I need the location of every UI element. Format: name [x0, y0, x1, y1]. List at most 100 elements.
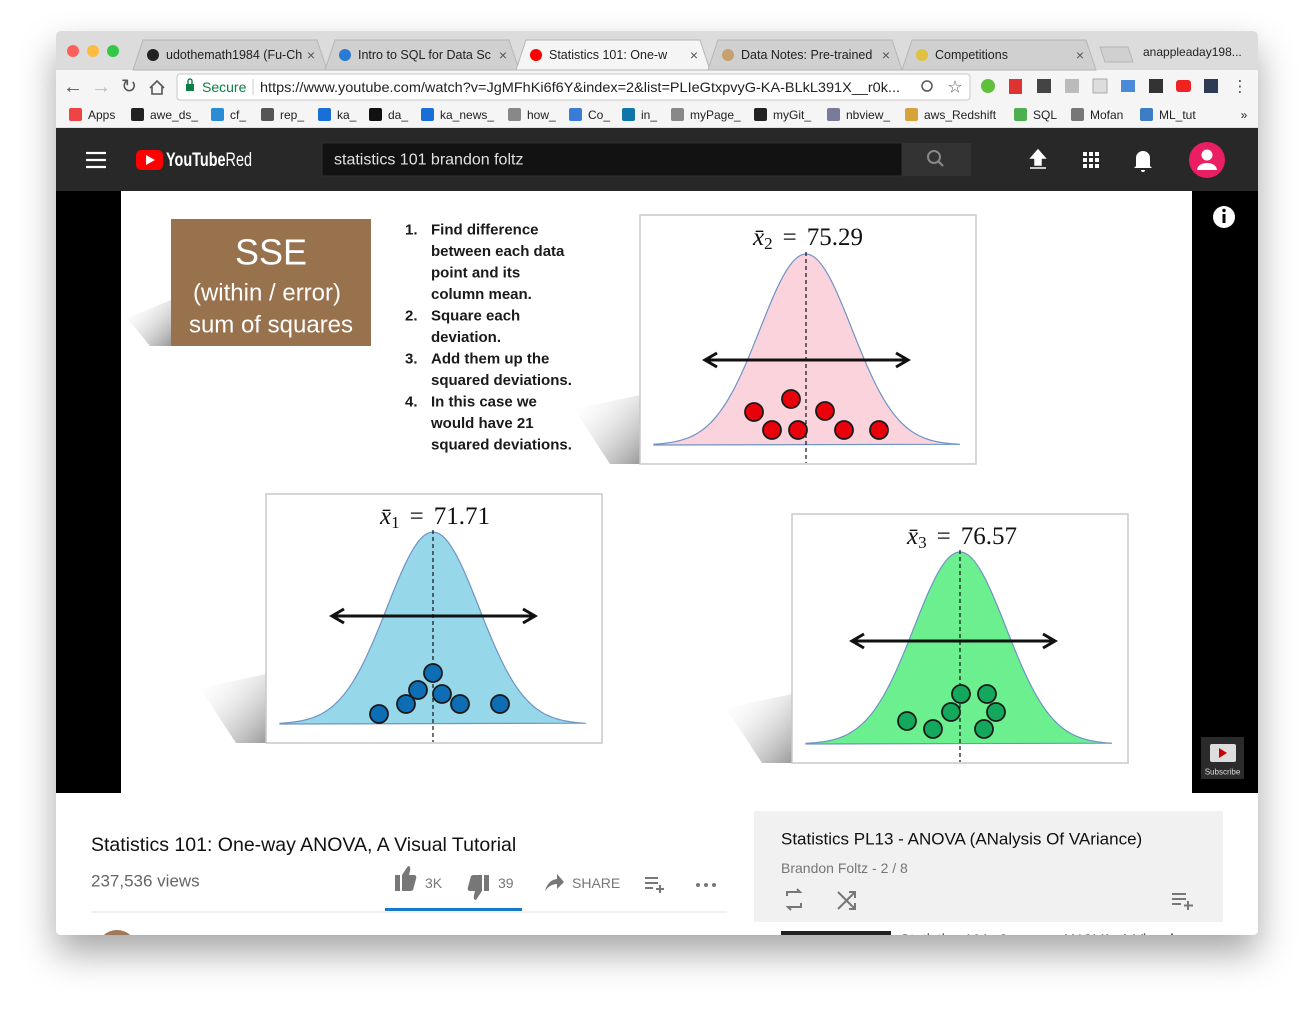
extension-icon[interactable]: [1037, 79, 1051, 93]
tab-close[interactable]: ×: [690, 47, 698, 63]
tab[interactable]: [901, 39, 1097, 71]
logo-suffix: Red: [226, 150, 252, 171]
subscript: 3: [918, 533, 927, 552]
extension-icon[interactable]: [981, 79, 995, 93]
dislike-button[interactable]: [467, 875, 489, 900]
notifications-button[interactable]: [1134, 151, 1152, 172]
bookmark-icon: [261, 108, 274, 121]
bookmark[interactable]: da_: [388, 108, 408, 122]
info-glyph: [1222, 208, 1226, 213]
like-button[interactable]: [395, 866, 417, 891]
data-point: [869, 420, 889, 440]
playlist-title[interactable]: Statistics PL13 - ANOVA (ANalysis Of VAr…: [781, 830, 1142, 849]
shuffle-button[interactable]: [837, 891, 856, 910]
youtube-logo[interactable]: YouTubeRed: [166, 150, 252, 171]
symbol: x̄: [379, 503, 391, 530]
extension-icon[interactable]: [1092, 78, 1108, 94]
sentiment-bar: [385, 908, 522, 911]
tab-close[interactable]: ×: [499, 47, 507, 63]
zoom-icon[interactable]: [921, 80, 933, 92]
data-point: [781, 389, 801, 409]
bookmark[interactable]: SQL: [1033, 108, 1057, 122]
equals: =: [410, 503, 424, 530]
bookmark-icon: [69, 108, 82, 121]
bookmark[interactable]: cf_: [230, 108, 246, 122]
save-playlist-button[interactable]: [1172, 893, 1193, 910]
video-title: Statistics 101: One-way ANOVA, A Visual …: [91, 834, 516, 856]
bookmark[interactable]: myGit_: [773, 108, 811, 122]
bookmark[interactable]: Apps: [88, 108, 115, 122]
data-point: [974, 719, 994, 739]
extension-icon[interactable]: [1121, 80, 1135, 92]
close-button[interactable]: [67, 45, 79, 57]
bookmark[interactable]: how_: [527, 108, 556, 122]
add-to-playlist-button[interactable]: [645, 877, 664, 893]
search-box[interactable]: [321, 142, 903, 177]
bookmark-icon: [671, 108, 684, 121]
bookmark[interactable]: awe_ds_: [150, 108, 198, 122]
minimize-button[interactable]: [87, 45, 99, 57]
bookmark[interactable]: rep_: [280, 108, 304, 122]
distributions: x̄2 = 75.29x̄1 = 71.71x̄3 = 76.57: [200, 214, 1129, 764]
sse-line: (within / error): [193, 280, 341, 307]
profile-name[interactable]: anappleaday198...: [1143, 45, 1242, 59]
bookmark-icon: [131, 108, 144, 121]
bookmark[interactable]: aws_Redshift: [924, 108, 997, 122]
menu-button[interactable]: ⋮: [1232, 79, 1248, 96]
loop-button[interactable]: [785, 888, 803, 911]
extension-icon[interactable]: [1009, 79, 1022, 94]
zoom-button[interactable]: [107, 45, 119, 57]
tab-favicon: [339, 49, 351, 61]
distribution-panel: x̄3 = 76.57: [726, 513, 1129, 764]
shadow: [127, 300, 171, 346]
tab-close[interactable]: ×: [307, 47, 315, 63]
extension-icon[interactable]: [1176, 80, 1191, 92]
more-button[interactable]: [696, 883, 716, 887]
guide-button[interactable]: [86, 151, 106, 169]
extension-icon[interactable]: [1204, 79, 1218, 93]
bookmark[interactable]: nbview_: [846, 108, 890, 122]
playlist-thumbnail[interactable]: [781, 931, 891, 941]
bookmark[interactable]: Mofan: [1090, 108, 1123, 122]
window-content: ← → ↻ Secure https://www.youtube.com/wat…: [56, 31, 1258, 970]
tab[interactable]: [324, 39, 520, 71]
tab-close[interactable]: ×: [882, 47, 890, 63]
bookmark[interactable]: myPage_: [690, 108, 741, 122]
step-text: Find difference: [431, 222, 539, 239]
step-text: deviation.: [431, 329, 501, 346]
reload-button[interactable]: ↻: [121, 77, 137, 98]
bookmark[interactable]: ka_news_: [440, 108, 494, 122]
subscribe-label: Subscribe: [1205, 768, 1241, 777]
mean: 75.29: [807, 224, 863, 251]
data-point: [941, 702, 961, 722]
bookmark[interactable]: in_: [641, 108, 657, 122]
shadow: [200, 674, 266, 743]
bookmark[interactable]: ka_: [337, 108, 357, 122]
back-button[interactable]: ←: [63, 76, 83, 98]
url[interactable]: https://www.youtube.com/watch?v=JgMFhKi6…: [260, 79, 900, 95]
new-tab-button[interactable]: [1099, 46, 1134, 63]
tab[interactable]: [515, 39, 711, 71]
bookmark-star[interactable]: ☆: [947, 78, 962, 97]
home-button[interactable]: [149, 79, 165, 95]
forward-button[interactable]: →: [91, 76, 111, 98]
upload-button[interactable]: [1029, 148, 1047, 169]
data-point: [408, 680, 428, 700]
bookmark[interactable]: ML_tut: [1159, 108, 1196, 122]
bookmark[interactable]: Co_: [588, 108, 610, 122]
playlist-item-title[interactable]: Statistics 101: One-way ANOVA, A Visual: [900, 932, 1174, 949]
extension-icon[interactable]: [1065, 79, 1079, 93]
channel-avatar[interactable]: [97, 930, 137, 970]
apps-button[interactable]: [1083, 152, 1099, 168]
bookmarks-more[interactable]: »: [1241, 108, 1248, 122]
step-text: squared deviations.: [431, 437, 572, 454]
omnibox[interactable]: [176, 73, 971, 101]
search-button[interactable]: [902, 143, 971, 176]
bookmarks-bar: [56, 102, 1258, 128]
share-button[interactable]: [545, 874, 564, 891]
tab[interactable]: [132, 39, 328, 71]
extension-icon[interactable]: [1149, 79, 1163, 93]
tab[interactable]: [707, 39, 903, 71]
data-point: [951, 684, 971, 704]
tab-close[interactable]: ×: [1076, 47, 1084, 63]
